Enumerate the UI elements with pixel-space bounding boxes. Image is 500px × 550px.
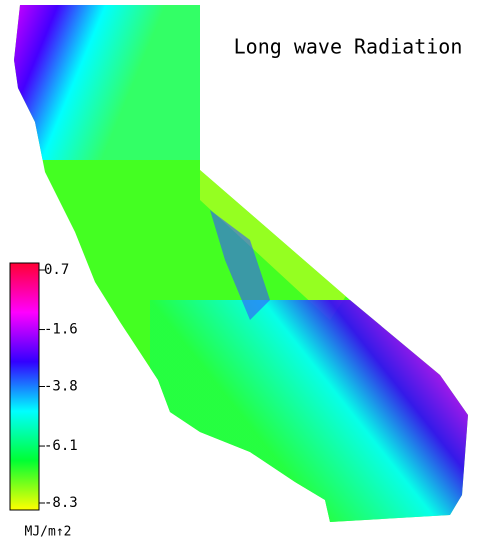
colorbar-unit: MJ/m↑2 [25, 525, 72, 540]
colorbar-tick-label: -3.8 [44, 379, 78, 395]
colorbar: 0.7 -1.6 -3.8 -6.1 -8.3 [9, 262, 78, 511]
colorbar-tick-label: 0.7 [44, 262, 69, 278]
colorbar-tick-label: -6.1 [44, 438, 78, 454]
colorbar-tick-label: -8.3 [44, 495, 78, 511]
colorbar-tick-label: -1.6 [44, 322, 78, 338]
map-title: Long wave Radiation [234, 35, 463, 59]
colorbar-box [9, 262, 40, 511]
